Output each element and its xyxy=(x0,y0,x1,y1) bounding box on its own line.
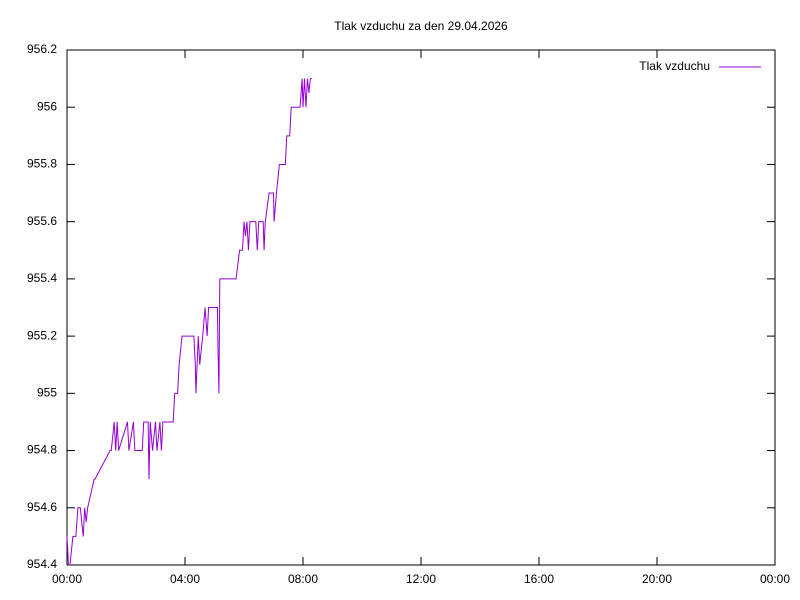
y-tick-label: 956.2 xyxy=(27,42,57,56)
x-tick-label: 20:00 xyxy=(642,572,672,586)
plot-border xyxy=(66,49,776,566)
y-tick-label: 954.6 xyxy=(27,500,57,514)
y-tick-label: 956 xyxy=(37,99,57,113)
y-tick-label: 955.4 xyxy=(27,271,57,285)
y-tick-label: 955 xyxy=(37,386,57,400)
x-tick-label: 16:00 xyxy=(524,572,554,586)
y-tick-label: 955.8 xyxy=(27,157,57,171)
y-tick-label: 955.6 xyxy=(27,214,57,228)
data-line xyxy=(66,78,312,566)
x-tick-label: 12:00 xyxy=(406,572,436,586)
x-tick-label: 00:00 xyxy=(760,572,790,586)
x-tick-label: 08:00 xyxy=(288,572,318,586)
y-tick-label: 955.2 xyxy=(27,328,57,342)
legend-label: Tlak vzduchu xyxy=(639,59,710,73)
chart-title: Tlak vzduchu za den 29.04.2026 xyxy=(334,19,508,33)
y-tick-label: 954.8 xyxy=(27,443,57,457)
x-tick-label: 04:00 xyxy=(170,572,200,586)
x-tick-label: 00:00 xyxy=(52,572,82,586)
y-tick-label: 954.4 xyxy=(27,557,57,571)
